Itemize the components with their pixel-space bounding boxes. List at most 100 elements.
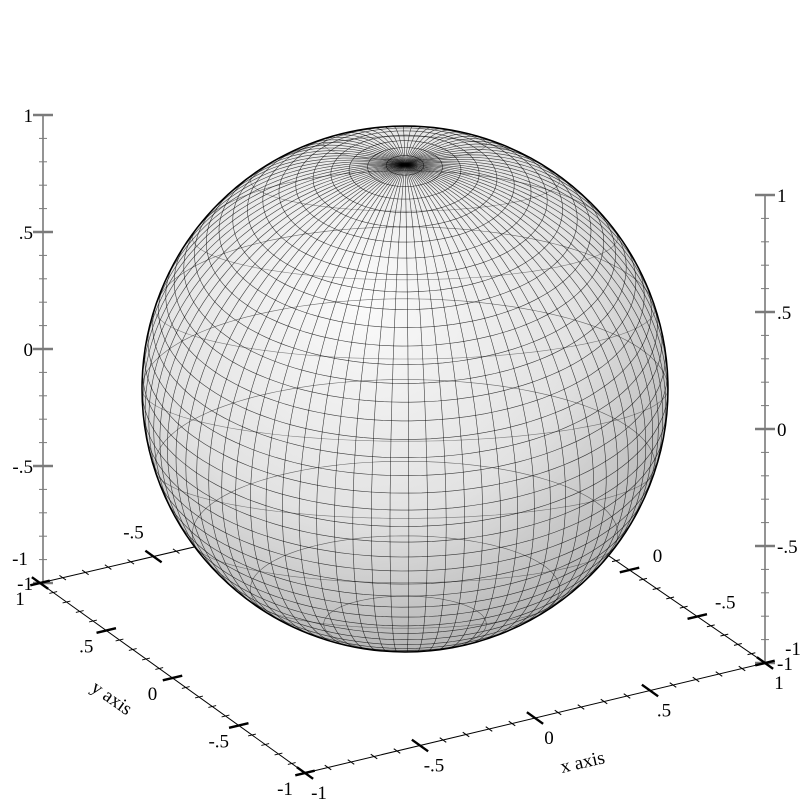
mesh-ring <box>155 473 655 519</box>
mesh-line <box>404 164 654 537</box>
mesh-line <box>404 127 433 165</box>
mesh-line <box>405 164 669 382</box>
mesh-line <box>176 517 635 608</box>
y-axis-front-major-tick <box>96 627 117 634</box>
y-axis-back-minor-tick <box>666 596 675 600</box>
y-axis-front-tick-label: -1 <box>277 779 293 800</box>
x-axis-back-minor-tick <box>104 564 112 570</box>
mesh-line <box>404 128 442 165</box>
mesh-line <box>250 164 406 635</box>
mesh-line <box>404 164 607 611</box>
mesh-line <box>404 140 509 166</box>
mesh-ring <box>192 231 618 281</box>
x-axis-front-tick-label: 0 <box>544 728 554 749</box>
y-axis-back-minor-tick <box>747 652 756 656</box>
z-axis-left-tick-label: 1 <box>24 106 34 127</box>
mesh-line <box>220 155 406 202</box>
mesh-line <box>221 164 406 622</box>
x-axis-front-minor-tick <box>623 693 631 699</box>
mesh-line <box>156 475 653 585</box>
mesh-line <box>364 128 406 165</box>
y-axis-back-tick-label: 0 <box>653 546 663 567</box>
x-axis-back-minor-tick <box>59 574 67 581</box>
mesh-line <box>404 154 584 196</box>
mesh-line <box>173 161 406 265</box>
mesh-ring <box>195 547 615 584</box>
mesh-line <box>404 164 659 509</box>
y-axis-front-minor-tick <box>49 591 58 594</box>
mesh-line <box>404 164 647 558</box>
mesh-line <box>159 164 406 545</box>
x-axis-front-minor-tick <box>347 759 355 765</box>
mesh-line <box>141 390 669 527</box>
mesh-line <box>404 164 619 603</box>
mesh-line <box>373 127 406 165</box>
y-axis-front-minor-tick <box>194 695 204 699</box>
mesh-line <box>404 164 667 448</box>
mesh-line <box>238 591 574 640</box>
x-axis-front-minor-tick <box>600 698 608 705</box>
mesh-line <box>147 323 663 477</box>
mesh-line <box>404 135 484 166</box>
x-axis-front-minor-tick <box>669 682 677 688</box>
y-axis-front-minor-tick <box>221 714 230 718</box>
mesh-line <box>404 164 465 651</box>
mesh-line <box>238 152 406 186</box>
mesh-line <box>404 149 553 172</box>
x-axis-back-major-tick <box>31 576 49 590</box>
mesh-ring <box>256 606 553 629</box>
mesh-line <box>316 164 406 648</box>
y-axis-front-tick-label: -.5 <box>208 732 229 753</box>
y-axis-label: y axis <box>87 677 136 720</box>
z-axis-right-tick-label: .5 <box>777 303 791 324</box>
mesh-ring <box>342 644 468 651</box>
mesh-ring <box>200 170 609 224</box>
mesh-ring <box>192 461 618 554</box>
x-axis-front-minor-tick <box>439 737 447 743</box>
mesh-ring <box>156 226 653 302</box>
x-axis-front-tick-label: 1 <box>774 673 784 694</box>
z-axis-right-tick-label: -.5 <box>777 537 798 558</box>
z-axis-left-tick-label: -1 <box>17 574 33 595</box>
mesh-line <box>404 164 428 652</box>
mesh-line <box>190 539 621 618</box>
mesh-line <box>404 164 447 652</box>
mesh-line <box>298 164 406 646</box>
mesh-line <box>404 164 581 627</box>
mesh-line <box>404 152 565 180</box>
mesh-line <box>404 164 594 620</box>
y-axis-back-minor-tick <box>679 605 688 609</box>
y-axis-front-major-tick <box>294 769 316 777</box>
x-axis-front-tick-label: .5 <box>657 701 671 722</box>
mesh-line <box>404 164 664 479</box>
y-axis-front-major-tick <box>162 674 183 682</box>
mesh-line <box>404 131 463 165</box>
mesh-line <box>371 164 406 652</box>
mesh-line <box>404 164 519 645</box>
x-axis-front-tick-label: -.5 <box>424 756 445 777</box>
mesh-line <box>404 156 598 210</box>
y-axis-front-minor-tick <box>208 705 217 708</box>
mesh-line <box>159 162 406 294</box>
mesh-line <box>282 144 406 166</box>
y-axis-front-minor-tick <box>155 667 164 670</box>
x-axis-front-minor-tick <box>715 671 723 677</box>
y-axis-back-minor-tick <box>720 633 729 637</box>
mesh-line <box>343 132 406 166</box>
mesh-ring <box>250 535 560 616</box>
mesh-line <box>141 164 406 392</box>
mesh-line <box>282 164 406 643</box>
mesh-line <box>404 163 657 311</box>
y-axis-back-minor-tick <box>639 577 648 581</box>
mesh-line <box>404 162 645 280</box>
mesh-line <box>150 455 659 572</box>
mesh-line <box>206 157 406 217</box>
x-axis-front-minor-tick <box>393 748 401 754</box>
y-axis-front-minor-tick <box>62 600 71 604</box>
mesh-line <box>142 164 406 430</box>
mesh-line <box>158 282 652 440</box>
mesh-line <box>196 164 406 605</box>
mesh-line <box>202 555 609 627</box>
